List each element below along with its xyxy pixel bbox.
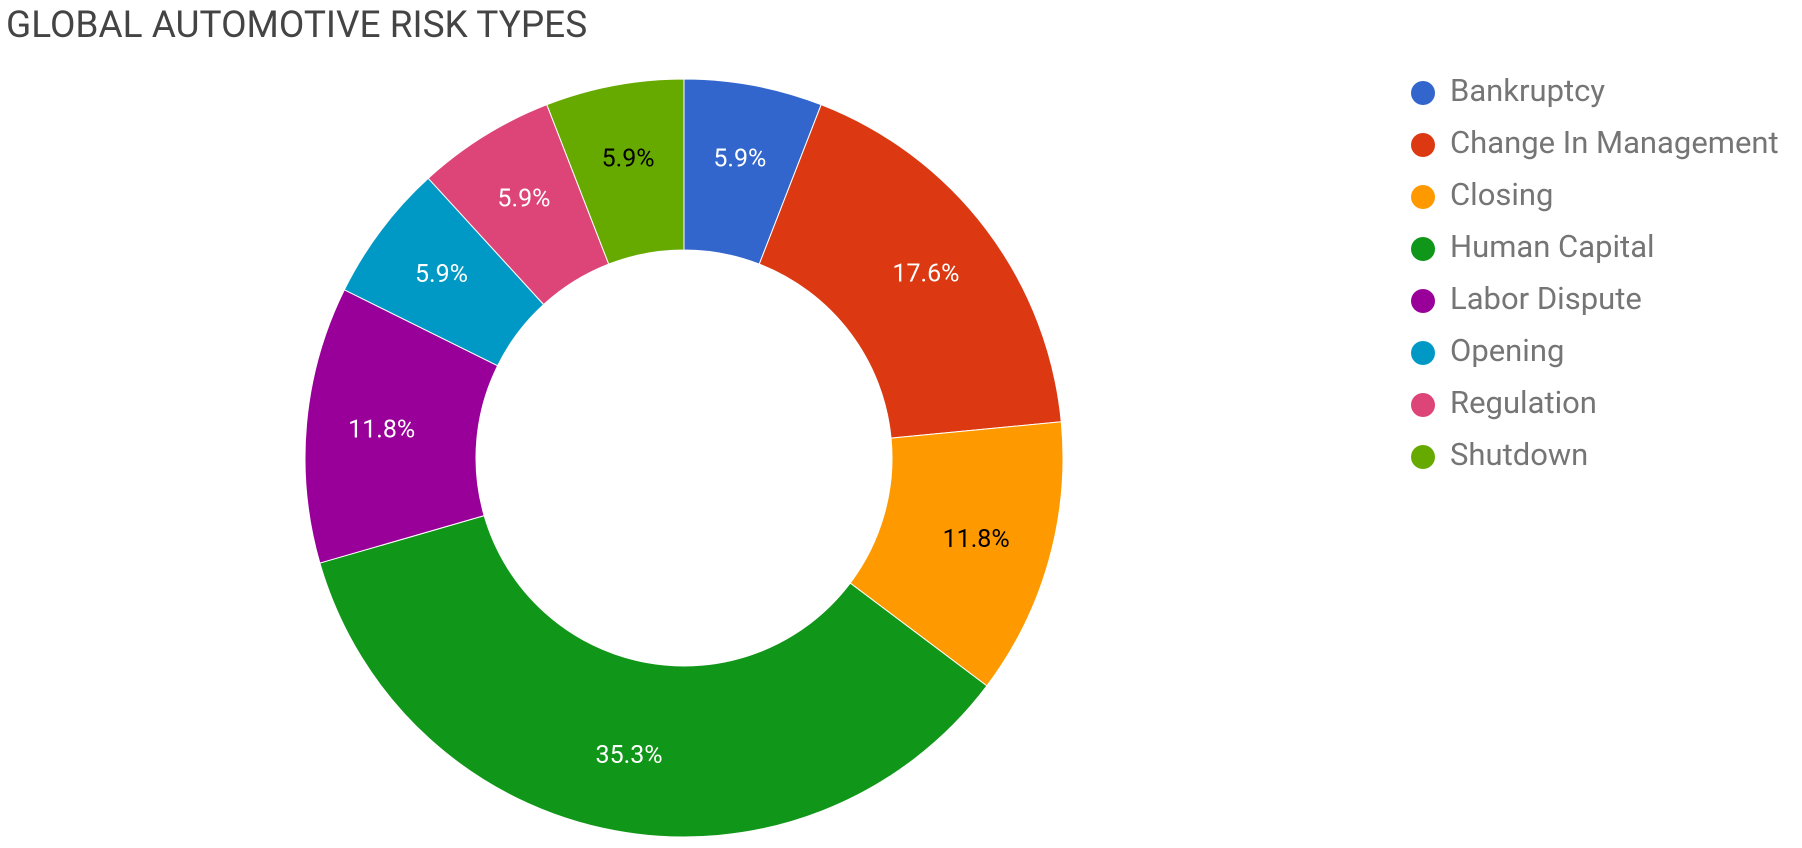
legend-marker (1411, 289, 1435, 313)
slice (546, 78, 685, 265)
slice (319, 515, 988, 838)
legend-label: Change In Management (1450, 124, 1779, 161)
slice-label: 5.9% (415, 260, 468, 289)
legend-marker (1411, 237, 1435, 261)
legend-label: Regulation (1450, 384, 1597, 421)
legend-marker (1411, 445, 1435, 469)
slice (304, 289, 499, 564)
slice-label: 5.9% (602, 144, 655, 173)
legend-marker (1411, 341, 1435, 365)
slice (758, 104, 1062, 439)
slice-label: 11.8% (348, 415, 415, 444)
legend-label: Opening (1450, 332, 1564, 369)
legend-label: Closing (1450, 176, 1553, 213)
slice-label: 35.3% (596, 741, 663, 770)
slice-label: 17.6% (892, 259, 959, 288)
legend-label: Bankruptcy (1450, 72, 1605, 109)
slice (849, 421, 1064, 687)
legend-marker (1411, 393, 1435, 417)
legend-marker (1411, 185, 1435, 209)
legend-marker (1411, 133, 1435, 157)
slice-label: 5.9% (713, 144, 766, 173)
slice-label: 5.9% (497, 185, 550, 214)
legend-label: Human Capital (1450, 228, 1655, 265)
legend-label: Shutdown (1450, 436, 1588, 473)
slice-label: 11.8% (943, 525, 1010, 554)
legend-marker (1411, 81, 1435, 105)
legend-label: Labor Dispute (1450, 280, 1642, 317)
chart-title: GLOBAL AUTOMOTIVE RISK TYPES (6, 4, 587, 47)
